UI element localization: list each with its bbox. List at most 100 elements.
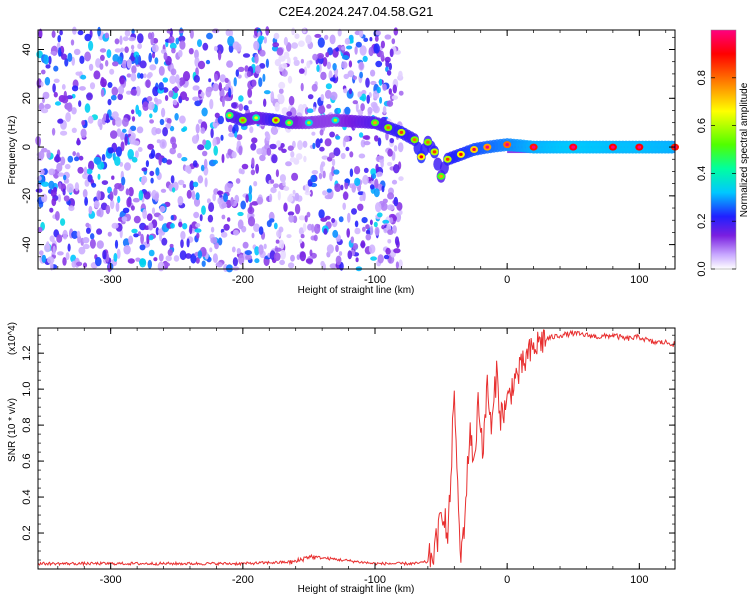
noise-speckle xyxy=(258,35,265,41)
noise-speckle xyxy=(286,42,292,52)
noise-speckle xyxy=(378,78,383,86)
noise-speckle xyxy=(213,145,218,156)
noise-speckle xyxy=(377,254,384,264)
noise-speckle xyxy=(314,33,322,38)
noise-speckle xyxy=(217,237,223,246)
noise-speckle xyxy=(280,249,286,260)
noise-speckle xyxy=(166,118,172,124)
noise-speckle xyxy=(126,197,132,208)
noise-speckle xyxy=(57,251,64,256)
noise-speckle xyxy=(51,127,56,136)
noise-speckle xyxy=(167,249,173,256)
noise-speckle xyxy=(370,256,377,261)
noise-speckle xyxy=(276,140,281,148)
noise-speckle xyxy=(173,86,179,94)
noise-speckle xyxy=(251,79,257,87)
noise-speckle xyxy=(57,172,65,177)
noise-speckle xyxy=(125,188,130,196)
noise-speckle xyxy=(387,204,395,211)
noise-speckle xyxy=(63,195,70,202)
noise-speckle xyxy=(385,66,389,72)
noise-speckle xyxy=(53,91,58,98)
noise-speckle xyxy=(109,191,114,202)
noise-speckle xyxy=(269,218,275,223)
noise-speckle xyxy=(367,106,373,115)
noise-speckle xyxy=(300,82,304,92)
noise-speckle xyxy=(130,44,135,50)
noise-speckle xyxy=(107,98,112,106)
noise-speckle xyxy=(150,177,154,184)
noise-speckle xyxy=(354,220,359,228)
noise-speckle xyxy=(333,169,340,175)
noise-speckle xyxy=(242,241,249,249)
ridge-peak-core xyxy=(287,121,291,125)
noise-speckle xyxy=(273,222,278,230)
noise-speckle xyxy=(325,52,330,58)
noise-speckle xyxy=(65,252,70,261)
noise-speckle xyxy=(325,83,332,90)
noise-speckle xyxy=(291,27,296,36)
noise-speckle xyxy=(80,128,87,139)
noise-speckle xyxy=(153,257,158,262)
noise-speckle xyxy=(78,246,86,255)
snr-x-axis: -300 -200 -100 0 100 xyxy=(57,328,667,586)
noise-speckle xyxy=(341,55,350,60)
noise-speckle xyxy=(66,102,73,113)
noise-speckle xyxy=(175,37,180,45)
noise-speckle xyxy=(345,146,350,152)
noise-speckle xyxy=(347,212,351,223)
noise-speckle xyxy=(68,205,75,212)
noise-speckle xyxy=(62,229,68,240)
noise-speckle xyxy=(340,184,344,191)
noise-speckle xyxy=(151,52,156,59)
noise-speckle xyxy=(373,221,378,228)
noise-speckle xyxy=(126,59,132,69)
noise-speckle xyxy=(360,139,366,148)
noise-speckle xyxy=(270,126,279,135)
noise-speckle xyxy=(84,33,92,42)
noise-speckle xyxy=(50,189,57,198)
noise-speckle xyxy=(305,34,312,45)
noise-speckle xyxy=(65,112,71,123)
noise-speckle xyxy=(230,197,234,206)
noise-speckle xyxy=(235,69,239,77)
noise-speckle xyxy=(286,234,292,239)
ridge-peak-core xyxy=(274,118,278,122)
noise-speckle xyxy=(388,88,392,95)
noise-speckle xyxy=(374,35,379,42)
noise-speckle xyxy=(89,238,96,249)
noise-speckle xyxy=(320,94,325,102)
noise-speckle xyxy=(302,103,307,109)
noise-speckle xyxy=(113,252,118,262)
noise-speckle xyxy=(263,90,271,95)
noise-speckle xyxy=(227,183,234,188)
noise-speckle xyxy=(147,101,155,111)
noise-speckle xyxy=(369,225,374,236)
x-tick-label: 0 xyxy=(504,274,510,286)
noise-speckle xyxy=(128,36,136,42)
noise-speckle xyxy=(116,248,121,259)
noise-speckle xyxy=(197,60,206,70)
noise-speckle xyxy=(380,50,384,61)
noise-speckle xyxy=(161,157,168,164)
noise-speckle xyxy=(134,150,139,158)
noise-speckle xyxy=(249,126,254,134)
colorbar-tick-label: 0.6 xyxy=(696,118,708,133)
noise-speckle xyxy=(133,215,141,224)
colorbar-title: Normalized spectral amplitude xyxy=(739,82,750,217)
noise-speckle xyxy=(226,60,234,68)
noise-speckle xyxy=(255,65,261,75)
noise-speckle xyxy=(283,202,288,212)
noise-speckle xyxy=(365,77,370,88)
noise-speckle xyxy=(48,55,52,65)
noise-speckle xyxy=(201,107,208,117)
y-tick-label: 0.4 xyxy=(21,489,33,504)
noise-speckle xyxy=(206,198,211,204)
noise-speckle xyxy=(55,211,60,221)
noise-speckle xyxy=(200,127,206,134)
noise-speckle xyxy=(159,232,163,242)
noise-speckle xyxy=(212,193,216,202)
noise-speckle xyxy=(349,151,354,158)
noise-speckle xyxy=(223,223,230,231)
